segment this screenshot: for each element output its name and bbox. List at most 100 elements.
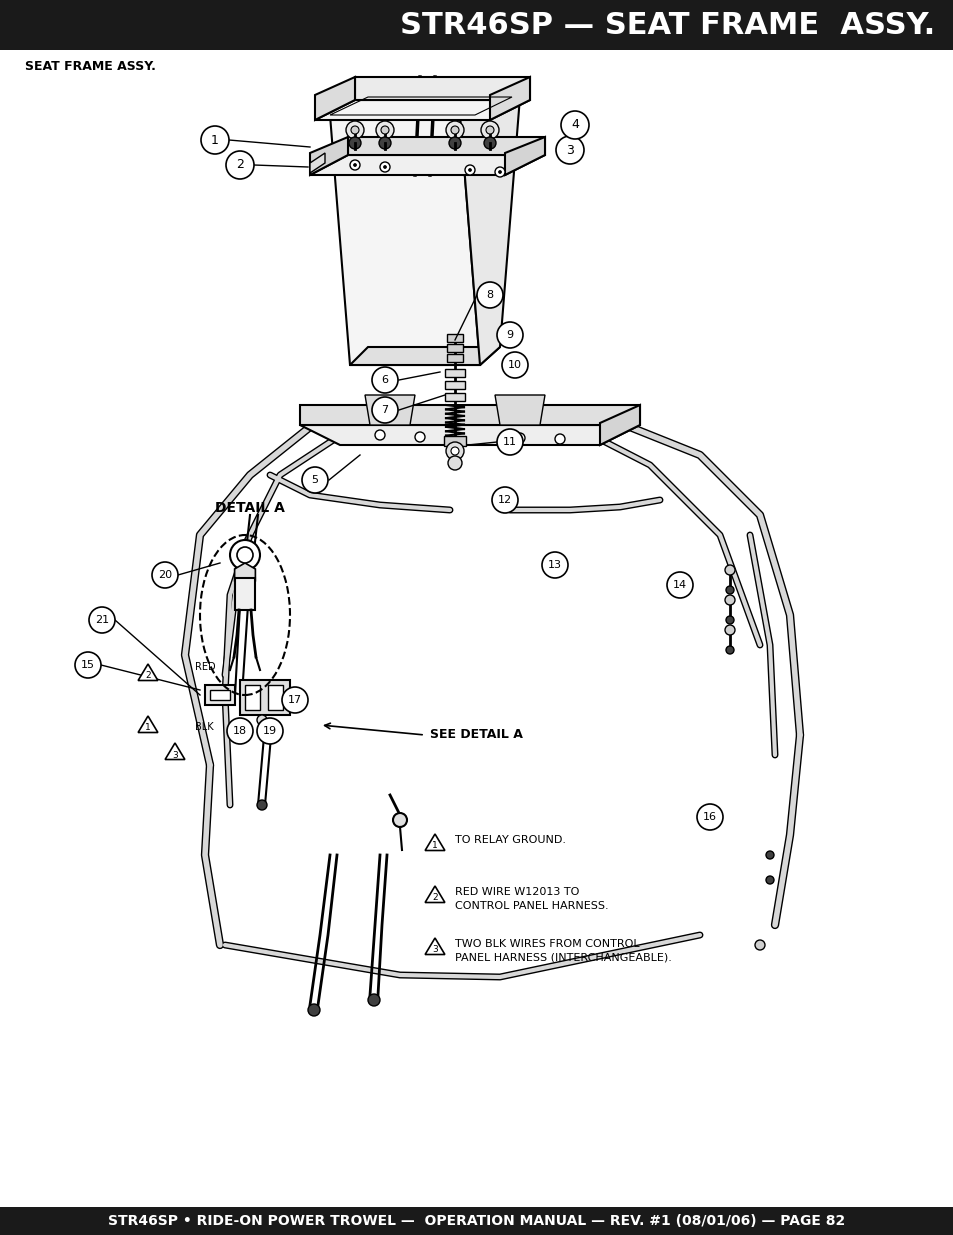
Circle shape: [256, 715, 267, 725]
Circle shape: [541, 552, 567, 578]
Circle shape: [375, 430, 385, 440]
Bar: [447, 333, 462, 342]
Circle shape: [754, 940, 764, 950]
Polygon shape: [165, 743, 185, 760]
Polygon shape: [348, 137, 544, 156]
Circle shape: [480, 121, 498, 140]
Text: 11: 11: [502, 437, 517, 447]
Circle shape: [497, 429, 522, 454]
Circle shape: [666, 572, 692, 598]
Text: STR46SP — SEAT FRAME  ASSY.: STR46SP — SEAT FRAME ASSY.: [399, 11, 934, 40]
Text: 1: 1: [432, 841, 437, 851]
Polygon shape: [350, 347, 499, 366]
Polygon shape: [365, 395, 415, 425]
Circle shape: [75, 652, 101, 678]
Polygon shape: [425, 834, 444, 851]
Bar: [0, 1207, 953, 1235]
Bar: [444, 393, 464, 401]
Circle shape: [368, 994, 379, 1007]
Text: 17: 17: [288, 695, 302, 705]
Circle shape: [725, 616, 733, 624]
Polygon shape: [330, 115, 479, 366]
Circle shape: [446, 442, 463, 459]
Bar: [210, 690, 230, 700]
Text: TO RELAY GROUND.: TO RELAY GROUND.: [455, 835, 565, 845]
Polygon shape: [310, 156, 544, 175]
Circle shape: [380, 126, 389, 135]
Circle shape: [724, 564, 734, 576]
Circle shape: [351, 126, 358, 135]
Text: 2: 2: [432, 893, 437, 903]
Text: 19: 19: [263, 726, 276, 736]
Text: 7: 7: [381, 405, 388, 415]
Text: RED: RED: [194, 662, 215, 672]
Text: 5: 5: [312, 475, 318, 485]
Text: 18: 18: [233, 726, 247, 736]
Circle shape: [152, 562, 178, 588]
Polygon shape: [310, 153, 325, 173]
Circle shape: [724, 595, 734, 605]
Bar: [447, 354, 462, 362]
Polygon shape: [314, 77, 355, 120]
Circle shape: [346, 121, 364, 140]
Bar: [268, 685, 283, 710]
Circle shape: [302, 467, 328, 493]
Polygon shape: [138, 716, 158, 732]
Circle shape: [350, 161, 359, 170]
Text: 1: 1: [211, 133, 218, 147]
Circle shape: [476, 282, 502, 308]
Text: 8: 8: [486, 290, 493, 300]
Circle shape: [226, 151, 253, 179]
Text: 2: 2: [235, 158, 244, 172]
Circle shape: [483, 137, 496, 149]
Polygon shape: [299, 405, 639, 425]
Text: BLK: BLK: [194, 722, 213, 732]
Circle shape: [725, 585, 733, 594]
Text: 20: 20: [158, 571, 172, 580]
Circle shape: [560, 111, 588, 140]
Polygon shape: [299, 425, 639, 445]
Circle shape: [354, 163, 356, 167]
Circle shape: [501, 352, 527, 378]
Text: 3: 3: [565, 143, 574, 157]
Circle shape: [236, 547, 253, 563]
Circle shape: [383, 165, 386, 168]
Bar: [443, 436, 465, 446]
Polygon shape: [599, 405, 639, 445]
Circle shape: [227, 718, 253, 743]
Circle shape: [495, 167, 504, 177]
Polygon shape: [425, 939, 444, 955]
Polygon shape: [310, 137, 348, 175]
Bar: [444, 382, 464, 389]
Text: 14: 14: [672, 580, 686, 590]
Text: TWO BLK WIRES FROM CONTROL: TWO BLK WIRES FROM CONTROL: [455, 939, 639, 948]
Text: DETAIL A: DETAIL A: [214, 501, 285, 515]
Text: 1: 1: [145, 724, 151, 732]
Circle shape: [765, 851, 773, 860]
Circle shape: [230, 540, 260, 571]
Text: 3: 3: [432, 946, 437, 955]
Text: 15: 15: [81, 659, 95, 671]
Circle shape: [464, 165, 475, 175]
Text: 16: 16: [702, 811, 717, 823]
Bar: [240, 680, 290, 715]
Text: PANEL HARNESS (INTERCHANGEABLE).: PANEL HARNESS (INTERCHANGEABLE).: [455, 953, 671, 963]
Polygon shape: [504, 137, 544, 175]
Text: 9: 9: [506, 330, 513, 340]
Polygon shape: [490, 77, 530, 120]
Circle shape: [256, 800, 267, 810]
Circle shape: [415, 432, 424, 442]
Circle shape: [556, 136, 583, 164]
Circle shape: [372, 367, 397, 393]
Polygon shape: [425, 885, 444, 903]
Text: STR46SP • RIDE-ON POWER TROWEL —  OPERATION MANUAL — REV. #1 (08/01/06) — PAGE 8: STR46SP • RIDE-ON POWER TROWEL — OPERATI…: [109, 1214, 844, 1228]
Circle shape: [555, 433, 564, 445]
Bar: [205, 685, 234, 705]
Text: RED WIRE W12013 TO: RED WIRE W12013 TO: [455, 887, 578, 897]
Text: SEAT FRAME ASSY.: SEAT FRAME ASSY.: [25, 61, 155, 74]
Circle shape: [724, 625, 734, 635]
Text: 13: 13: [547, 559, 561, 571]
Circle shape: [515, 433, 524, 443]
Circle shape: [308, 1004, 319, 1016]
Polygon shape: [234, 563, 255, 587]
